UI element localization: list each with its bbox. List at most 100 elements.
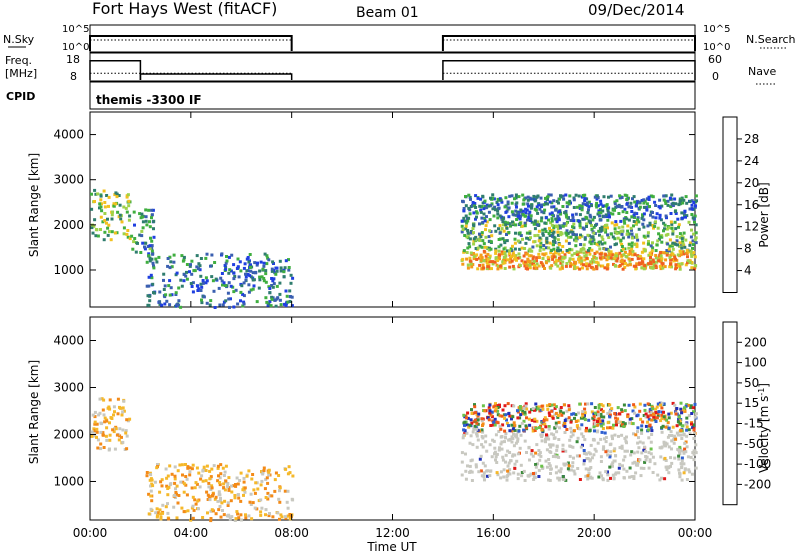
vel-cell <box>156 463 159 466</box>
vel-cell <box>267 470 271 474</box>
vel-cell <box>159 480 163 484</box>
power-cell <box>595 201 599 205</box>
vel-cell <box>634 433 638 437</box>
power-cell <box>588 252 592 256</box>
colorbar-tick-label: 200 <box>744 335 767 349</box>
power-cell <box>211 279 215 283</box>
power-cell <box>655 212 659 216</box>
vel-cell <box>541 407 545 411</box>
power-cell <box>665 216 668 220</box>
power-cell <box>118 213 122 217</box>
vel-cell <box>582 459 586 463</box>
power-cell <box>548 234 552 237</box>
vel-cell <box>643 403 647 407</box>
power-cell <box>580 206 584 210</box>
vel-cell <box>593 447 597 451</box>
power-cell <box>635 222 638 226</box>
vel-cell <box>633 405 637 409</box>
vel-cell <box>691 406 695 410</box>
vel-cell <box>513 453 517 457</box>
power-cell <box>145 284 149 288</box>
vel-cell <box>504 413 508 417</box>
power-cell <box>501 260 505 264</box>
power-cell <box>529 254 533 258</box>
vel-cell <box>101 431 105 435</box>
vel-cell <box>489 469 493 473</box>
power-cell <box>615 199 619 203</box>
power-cell <box>583 236 587 240</box>
date-label: 09/Dec/2014 <box>588 1 684 19</box>
vel-cell <box>669 464 672 468</box>
vel-cell <box>237 516 241 520</box>
power-cell <box>239 299 242 303</box>
vel-cell <box>264 496 268 499</box>
power-cell <box>489 240 493 244</box>
vel-cell <box>245 474 249 478</box>
power-cell <box>238 260 242 264</box>
vel-cell <box>92 430 96 434</box>
power-cell <box>525 208 529 212</box>
vel-cell <box>678 450 681 454</box>
vel-cell <box>481 436 485 440</box>
vel-cell <box>149 507 153 511</box>
power-cell <box>110 217 114 221</box>
power-cell <box>482 242 486 246</box>
vel-cell <box>93 410 97 414</box>
power-cell <box>482 207 486 211</box>
power-cell <box>594 265 598 269</box>
vel-cell <box>679 462 683 466</box>
power-cell <box>689 252 693 256</box>
vel-cell <box>267 473 271 477</box>
power-cell <box>214 277 218 281</box>
vel-cell <box>685 478 689 481</box>
power-cell <box>690 261 694 264</box>
vel-cell <box>486 474 489 478</box>
vel-cell <box>210 484 214 488</box>
vel-cell <box>261 470 265 474</box>
vel-cell <box>606 470 609 474</box>
power-cell <box>528 196 532 200</box>
vel-cell <box>209 475 213 479</box>
vel-cell <box>170 472 174 476</box>
vel-cell <box>537 449 541 452</box>
power-cell <box>625 232 629 236</box>
vel-cell <box>571 461 575 465</box>
vel-cell <box>260 479 264 483</box>
power-cell <box>191 290 195 294</box>
power-cell <box>670 193 674 197</box>
power-cell <box>640 259 644 263</box>
power-cell <box>541 228 545 232</box>
vel-cell <box>217 490 221 494</box>
vel-cell <box>483 464 487 468</box>
vel-cell <box>545 404 549 408</box>
vel-cell <box>149 484 152 488</box>
power-cell <box>556 233 560 237</box>
vel-cell <box>496 413 500 417</box>
vel-cell <box>676 420 680 424</box>
power-cell <box>650 194 654 198</box>
vel-cell <box>166 511 170 515</box>
vel-cell <box>639 466 643 470</box>
vel-cell <box>677 454 681 458</box>
vel-cell <box>525 426 528 430</box>
vel-cell <box>208 477 212 481</box>
power-cell <box>559 261 563 265</box>
vel-cell <box>487 418 491 422</box>
vel-cell <box>522 428 526 432</box>
vel-cell <box>523 412 527 416</box>
vel-cell <box>547 411 551 415</box>
vel-cell <box>569 435 573 439</box>
power-cell <box>271 260 275 264</box>
power-cell <box>559 233 563 237</box>
vel-cell <box>212 464 216 468</box>
vel-cell <box>604 440 608 444</box>
power-cell <box>579 256 583 260</box>
power-cell <box>468 195 472 199</box>
power-cell <box>569 235 573 239</box>
vel-cell <box>563 403 566 407</box>
vel-cell <box>651 455 655 459</box>
vel-cell <box>662 415 666 419</box>
vel-cell <box>486 416 490 420</box>
power-cell <box>508 265 512 269</box>
power-cell <box>638 205 642 209</box>
